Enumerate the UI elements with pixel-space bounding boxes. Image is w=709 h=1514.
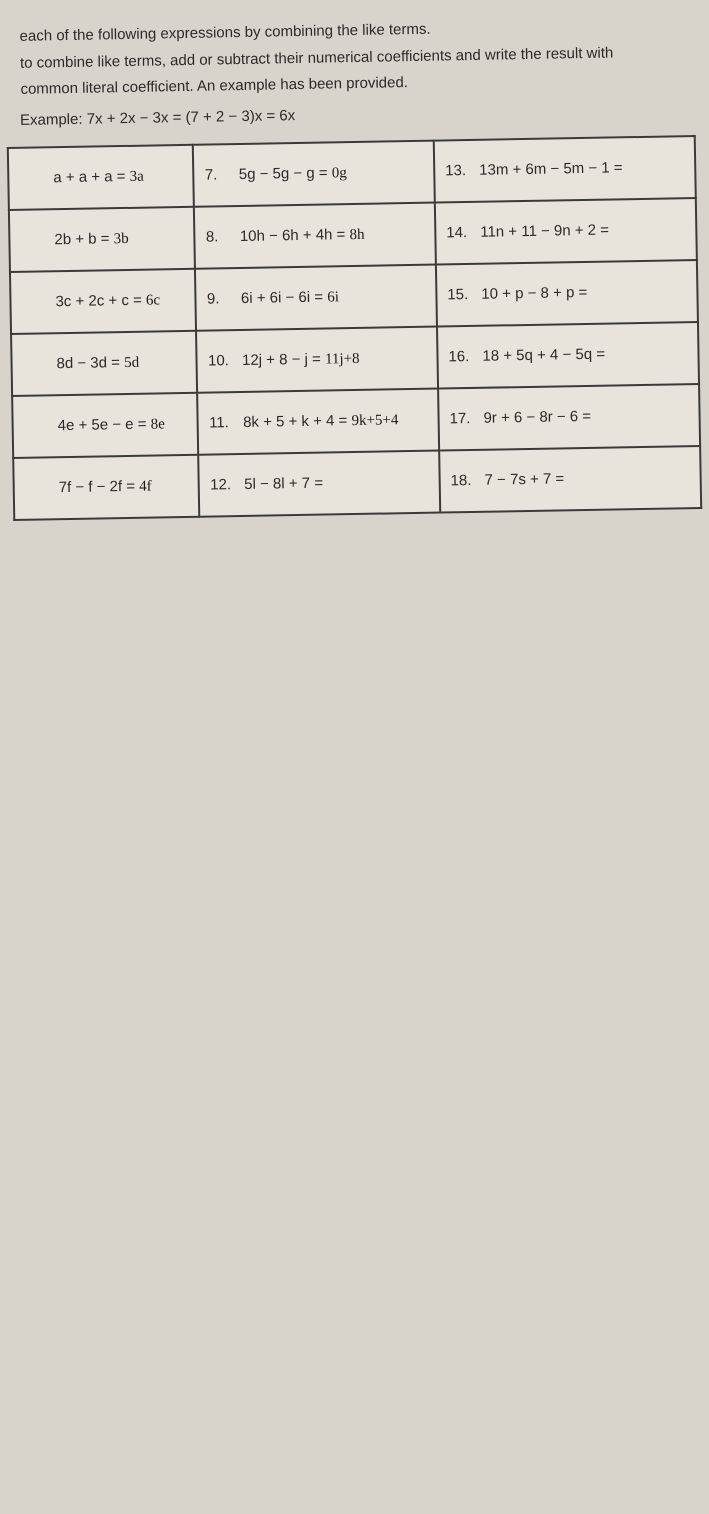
expression-text: 10 + p − 8 + p =: [481, 283, 587, 302]
cell-col2: 11. 8k + 5 + k + 4 = 9k+5+4: [198, 388, 439, 454]
cell-col2: 8. 10h − 6h + 4h = 8h: [194, 202, 435, 268]
example-expression: 7x + 2x − 3x = (7 + 2 − 3)x = 6x: [87, 107, 296, 128]
problem-number: 13.: [445, 161, 471, 178]
example-line: Example: 7x + 2x − 3x = (7 + 2 − 3)x = 6…: [20, 100, 699, 129]
instructions-block: each of the following expressions by com…: [9, 14, 699, 102]
cell-col2: 7. 5g − 5g − g = 0g: [193, 140, 434, 206]
cell-col1: 3c + 2c + c = 6c: [10, 268, 197, 333]
handwritten-answer: 6i: [327, 289, 339, 305]
expression-text: 9r + 6 − 8r − 6 =: [483, 407, 591, 426]
expression-text: 2b + b =: [54, 230, 109, 248]
expression-text: 5l − 8l + 7 =: [244, 474, 323, 492]
table-row: 3c + 2c + c = 6c 9. 6i + 6i − 6i = 6i 15. 10…: [10, 260, 698, 334]
cell-col3: 15. 10 + p − 8 + p =: [436, 260, 698, 327]
cell-col3: 13. 13m + 6m − 5m − 1 =: [434, 136, 696, 203]
expression-text: 5g − 5g − g =: [239, 164, 328, 183]
problem-number: 16.: [448, 347, 474, 364]
cell-col2: 10. 12j + 8 − j = 11j+8: [197, 326, 438, 392]
cell-col3: 18. 7 − 7s + 7 =: [439, 445, 701, 512]
expression-text: 11n + 11 − 9n + 2 =: [480, 221, 609, 240]
problem-number: 18.: [450, 471, 476, 488]
expression-text: 7f − f − 2f =: [59, 477, 136, 495]
table-row: 2b + b = 3b 8. 10h − 6h + 4h = 8h 14. 11n + …: [9, 198, 697, 272]
expression-text: 7 − 7s + 7 =: [484, 470, 564, 488]
handwritten-answer: 3a: [130, 168, 144, 184]
cell-col1: 4e + 5e − e = 8e: [12, 392, 199, 457]
problem-number: 7.: [205, 166, 231, 183]
expression-text: a + a + a =: [53, 167, 125, 185]
table-row: 8d − 3d = 5d 10. 12j + 8 − j = 11j+8 16. 18 …: [11, 322, 699, 396]
expression-text: 6i + 6i − 6i =: [241, 288, 323, 306]
table-row: 7f − f − 2f = 4f 12. 5l − 8l + 7 = 18. 7 − …: [13, 445, 701, 519]
problem-number: 15.: [447, 285, 473, 302]
problem-number: 17.: [449, 409, 475, 426]
problem-number: 11.: [209, 414, 235, 431]
example-label: Example:: [20, 110, 83, 128]
expression-text: 13m + 6m − 5m − 1 =: [479, 159, 623, 179]
problem-number: 12.: [210, 476, 236, 493]
handwritten-answer: 8e: [151, 416, 165, 432]
expression-text: 8k + 5 + k + 4 =: [243, 412, 348, 431]
handwritten-answer: 9k+5+4: [351, 412, 398, 429]
cell-col1: a + a + a = 3a: [8, 144, 195, 209]
cell-col3: 14. 11n + 11 − 9n + 2 =: [435, 198, 697, 265]
cell-col3: 16. 18 + 5q + 4 − 5q =: [437, 322, 699, 389]
expression-text: 3c + 2c + c =: [55, 291, 142, 310]
handwritten-answer: 6c: [146, 292, 160, 308]
cell-col3: 17. 9r + 6 − 8r − 6 =: [438, 383, 700, 450]
handwritten-answer: 3b: [114, 230, 129, 246]
problem-number: 8.: [206, 228, 232, 245]
table-row: 4e + 5e − e = 8e 11. 8k + 5 + k + 4 = 9k+5…: [12, 383, 700, 457]
cell-col1: 2b + b = 3b: [9, 206, 196, 271]
cell-col1: 7f − f − 2f = 4f: [13, 454, 200, 519]
handwritten-answer: 4f: [139, 478, 152, 494]
handwritten-answer: 5d: [124, 354, 139, 370]
worksheet-table: a + a + a = 3a 7. 5g − 5g − g = 0g 13. 13m +…: [7, 135, 702, 521]
expression-text: 18 + 5q + 4 − 5q =: [482, 345, 605, 364]
cell-col2: 9. 6i + 6i − 6i = 6i: [195, 264, 436, 330]
handwritten-answer: 8h: [349, 226, 364, 242]
handwritten-answer: 0g: [332, 165, 347, 181]
cell-col2: 12. 5l − 8l + 7 =: [199, 450, 440, 516]
table-row: a + a + a = 3a 7. 5g − 5g − g = 0g 13. 13m +…: [8, 136, 696, 210]
expression-text: 12j + 8 − j =: [242, 350, 321, 368]
problem-number: 14.: [446, 223, 472, 240]
cell-col1: 8d − 3d = 5d: [11, 330, 198, 395]
problem-number: 9.: [207, 290, 233, 307]
expression-text: 8d − 3d =: [56, 354, 120, 372]
expression-text: 10h − 6h + 4h =: [240, 226, 346, 245]
handwritten-answer: 11j+8: [325, 350, 360, 367]
problem-number: 10.: [208, 352, 234, 369]
expression-text: 4e + 5e − e =: [58, 415, 147, 434]
